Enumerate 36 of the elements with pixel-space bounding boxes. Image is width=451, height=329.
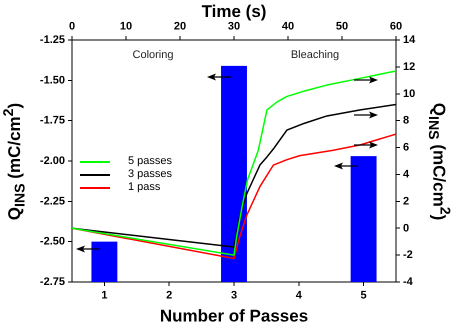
y2-tick-label: -2 [403, 249, 413, 262]
x-tick-label: 10 [120, 20, 132, 32]
y2-tick-label: 4 [403, 168, 410, 180]
y2-tick-label: 8 [403, 114, 410, 127]
legend-label: 5 passes [128, 155, 172, 168]
annotation: Coloring [132, 49, 174, 62]
y-tick-label: -1.50 [40, 74, 65, 86]
y-tick-label: -1.25 [40, 34, 65, 46]
x-tick-label: 40 [282, 20, 294, 32]
annotation: Bleaching [290, 49, 340, 62]
y2-tick-label: -4 [403, 276, 414, 288]
y2-tick-label: 2 [403, 195, 410, 208]
y-tick-label: -2.50 [40, 236, 65, 248]
x2-axis-title: Number of Passes [160, 306, 308, 326]
x2-tick-label: 5 [360, 290, 367, 302]
x-tick-label: 20 [174, 20, 186, 32]
y-tick-label: -2.00 [40, 155, 65, 168]
y2-tick-label: 12 [403, 60, 416, 73]
x-tick-label: 50 [336, 20, 348, 32]
legend-label: 3 passes [128, 168, 172, 181]
x-tick-label: 60 [390, 20, 402, 32]
x2-tick-label: 3 [230, 290, 238, 302]
x-tick-label: 0 [68, 20, 76, 32]
x-axis-title: Time (s) [202, 2, 266, 21]
y2-tick-label: 6 [403, 142, 410, 154]
y-tick-label: -1.75 [40, 114, 65, 127]
x2-tick-label: 1 [101, 290, 108, 302]
x2-tick-label: 2 [166, 290, 172, 302]
x-tick-label: 30 [228, 20, 240, 32]
y-tick-label: -2.75 [40, 276, 65, 288]
y2-tick-label: 0 [403, 222, 410, 234]
y2-tick-label: 10 [403, 88, 416, 100]
legend-label: 1 pass [128, 181, 160, 194]
y-tick-label: -2.25 [40, 195, 65, 208]
x2-tick-label: 4 [296, 290, 303, 302]
y2-tick-label: 14 [403, 34, 416, 46]
